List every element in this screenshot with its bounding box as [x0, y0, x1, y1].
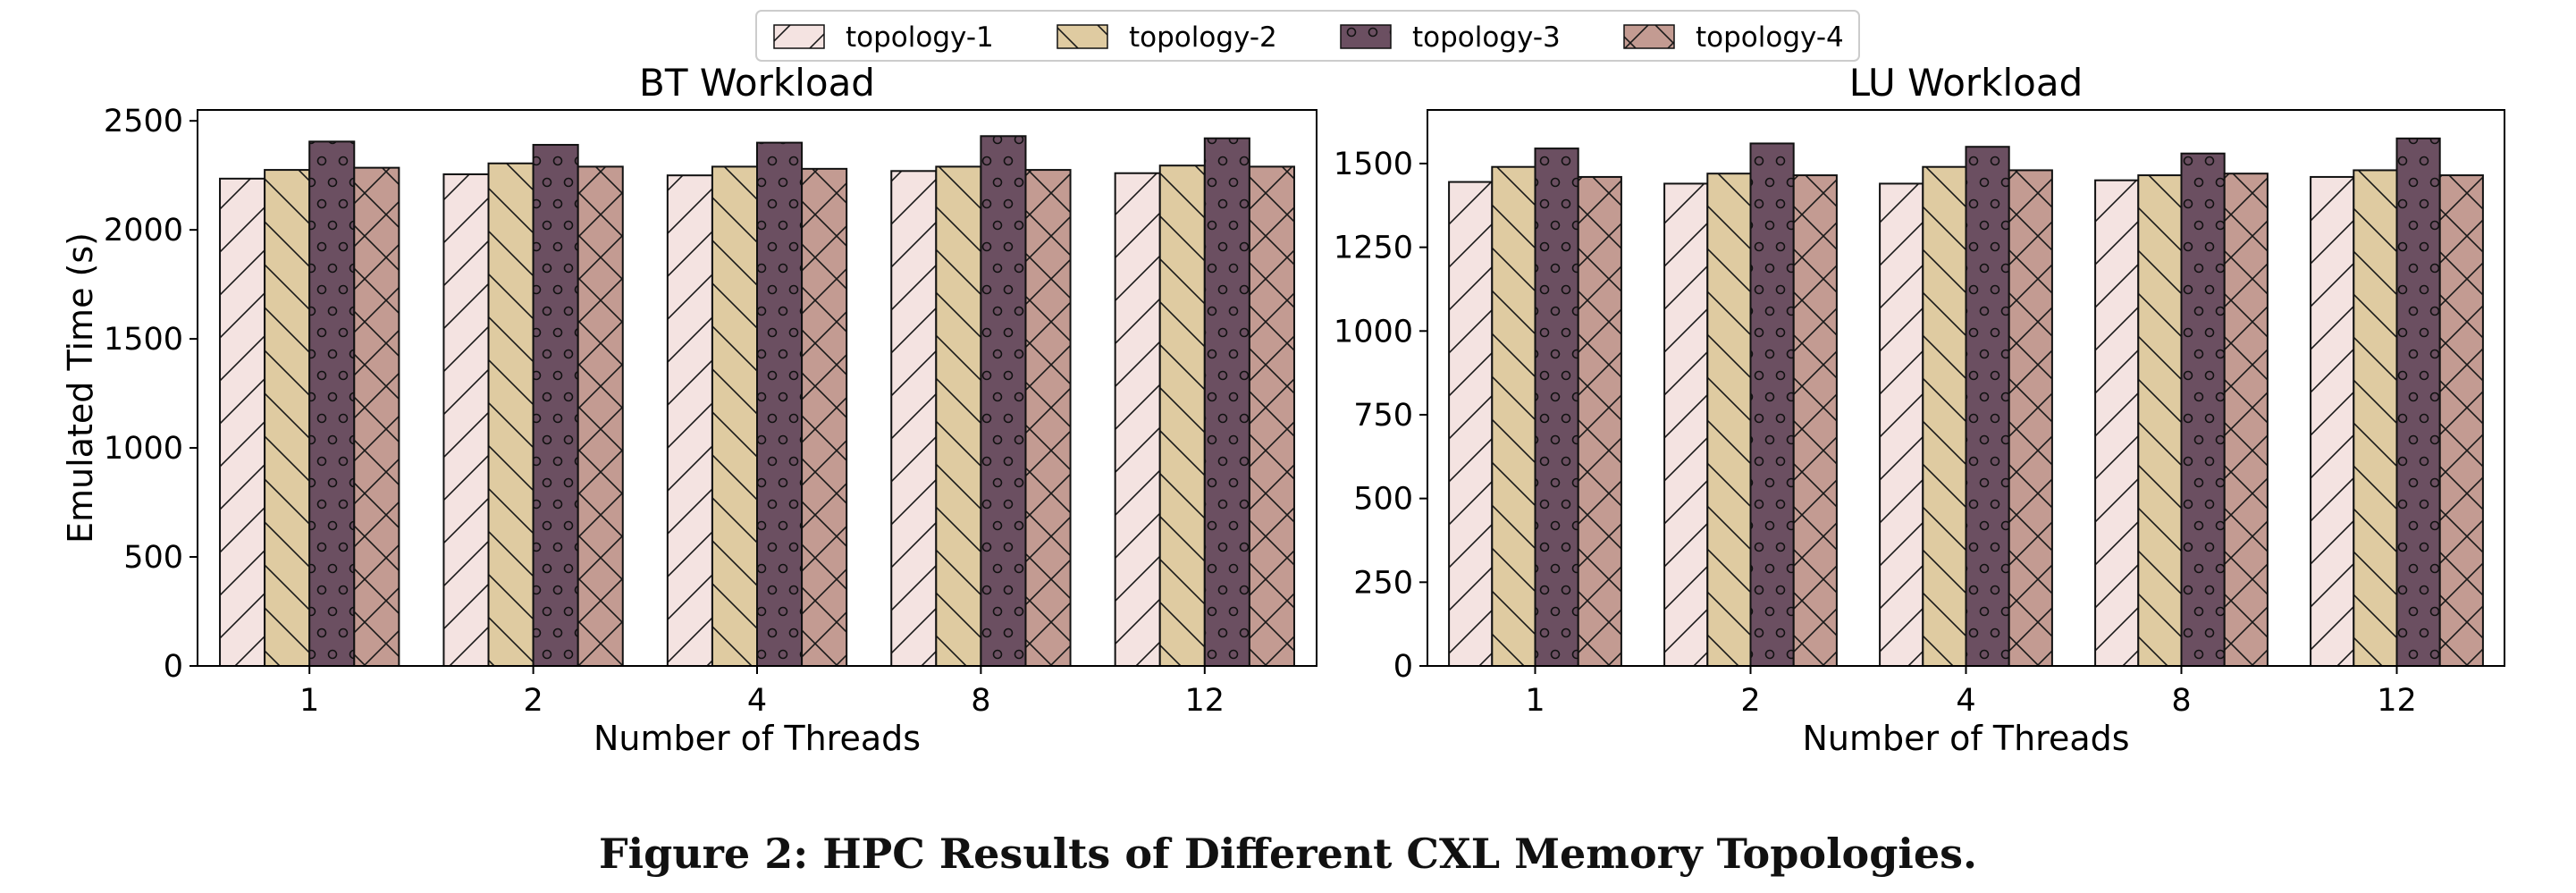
bar-topology-2-2	[1706, 173, 1752, 668]
plot-frame	[197, 109, 1317, 667]
y-axis-label: Emulated Time (s)	[61, 232, 100, 543]
bar-topology-1-12	[2310, 175, 2355, 667]
x-tick-label: 8	[971, 683, 990, 719]
y-tick-label: 250	[1353, 565, 1413, 601]
bar-topology-1-12	[1114, 172, 1161, 668]
bar-topology-2-1	[1491, 165, 1536, 667]
bar-topology-2-4	[711, 165, 758, 667]
bar-topology-1-4	[666, 174, 713, 668]
legend-swatch-topology-1	[773, 24, 825, 49]
bar-topology-4-1	[1577, 175, 1622, 667]
bar-topology-4-2	[577, 165, 624, 667]
y-tick-label: 1000	[104, 431, 183, 467]
bar-topology-2-12	[1158, 164, 1206, 667]
bar-topology-3-4	[1965, 146, 2010, 668]
y-tick-label: 2000	[104, 213, 183, 249]
bar-topology-3-8	[2180, 152, 2226, 668]
bar-topology-2-12	[2353, 169, 2398, 667]
bar-topology-4-12	[2438, 174, 2484, 667]
bar-topology-2-2	[487, 162, 535, 667]
bar-topology-3-2	[532, 144, 579, 667]
x-tick-label: 8	[2171, 683, 2191, 719]
y-tick-label: 0	[1393, 649, 1413, 685]
legend: topology-1 topology-2 topology-3 topology-4	[755, 10, 1860, 62]
x-axis-label: Number of Threads	[1802, 719, 2129, 758]
bar-topology-3-12	[2395, 137, 2441, 667]
y-tick-label: 500	[123, 540, 183, 576]
x-tick-label: 4	[747, 683, 767, 719]
x-tick-label: 2	[1740, 683, 1760, 719]
x-tick-label: 1	[299, 683, 319, 719]
bar-topology-4-12	[1248, 165, 1295, 667]
bar-topology-1-8	[2094, 179, 2140, 667]
legend-swatch-topology-2	[1056, 24, 1108, 49]
legend-label-topology-4: topology-4	[1696, 21, 1844, 54]
bar-topology-1-8	[890, 170, 938, 667]
bar-topology-2-8	[935, 165, 982, 667]
y-tick-label: 2500	[104, 104, 183, 139]
y-tick-label: 1000	[1334, 314, 1413, 350]
y-tick-label: 1500	[1334, 147, 1413, 182]
bar-topology-3-4	[756, 141, 804, 667]
bar-topology-1-4	[1879, 182, 1924, 668]
bar-topology-1-2	[1663, 182, 1709, 668]
y-tick-label: 1500	[104, 322, 183, 358]
x-tick-label: 12	[1185, 683, 1225, 719]
bar-topology-2-4	[1922, 165, 1967, 667]
legend-swatch-topology-4	[1623, 24, 1675, 49]
bar-topology-3-12	[1203, 137, 1250, 668]
y-tick-label: 0	[164, 649, 183, 685]
bar-topology-2-1	[264, 169, 311, 667]
bar-topology-4-2	[1792, 174, 1838, 667]
bar-topology-3-1	[1534, 147, 1579, 668]
x-tick-label: 12	[2377, 683, 2417, 719]
bar-topology-4-8	[2223, 173, 2269, 668]
bar-topology-3-1	[308, 140, 356, 667]
bar-topology-2-8	[2137, 174, 2183, 667]
plot-frame	[1427, 109, 2505, 667]
legend-label-topology-1: topology-1	[846, 21, 994, 54]
bar-topology-4-1	[353, 166, 400, 667]
y-tick-label: 1250	[1334, 231, 1413, 266]
bar-topology-4-4	[801, 167, 848, 667]
y-tick-label: 500	[1353, 482, 1413, 518]
bar-topology-4-8	[1024, 169, 1072, 667]
bar-topology-1-1	[219, 177, 266, 668]
figure-caption: Figure 2: HPC Results of Different CXL M…	[598, 830, 1978, 878]
bar-topology-1-2	[442, 173, 490, 668]
x-tick-label: 2	[523, 683, 543, 719]
y-tick-label: 750	[1353, 398, 1413, 434]
x-tick-label: 1	[1525, 683, 1545, 719]
bar-topology-1-1	[1448, 181, 1494, 667]
bar-topology-3-8	[980, 135, 1027, 668]
legend-swatch-topology-3	[1340, 24, 1392, 49]
x-tick-label: 4	[1956, 683, 1975, 719]
chart-title: BT Workload	[639, 61, 875, 105]
bar-topology-4-4	[2008, 169, 2053, 667]
legend-label-topology-2: topology-2	[1129, 21, 1277, 54]
legend-label-topology-3: topology-3	[1412, 21, 1561, 54]
chart-title: LU Workload	[1849, 61, 2084, 105]
bar-topology-3-2	[1749, 142, 1795, 667]
x-axis-label: Number of Threads	[593, 719, 921, 758]
